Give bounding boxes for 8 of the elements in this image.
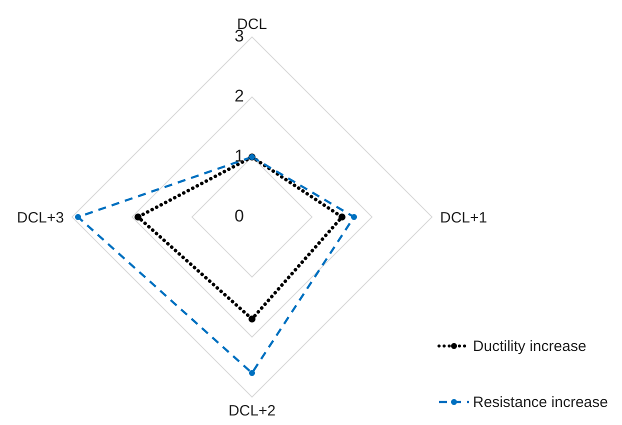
spoke-label: DCL+3 — [16, 209, 64, 226]
legend-label: Resistance increase — [472, 394, 608, 410]
y-tick-label: 2 — [234, 86, 244, 106]
spoke-label: DCL+1 — [440, 209, 488, 226]
y-tick-label: 0 — [234, 206, 244, 226]
y-tick-label: 1 — [234, 146, 244, 166]
spoke-label: DCL+2 — [228, 402, 276, 420]
legend-label: Ductility increase — [472, 338, 586, 354]
